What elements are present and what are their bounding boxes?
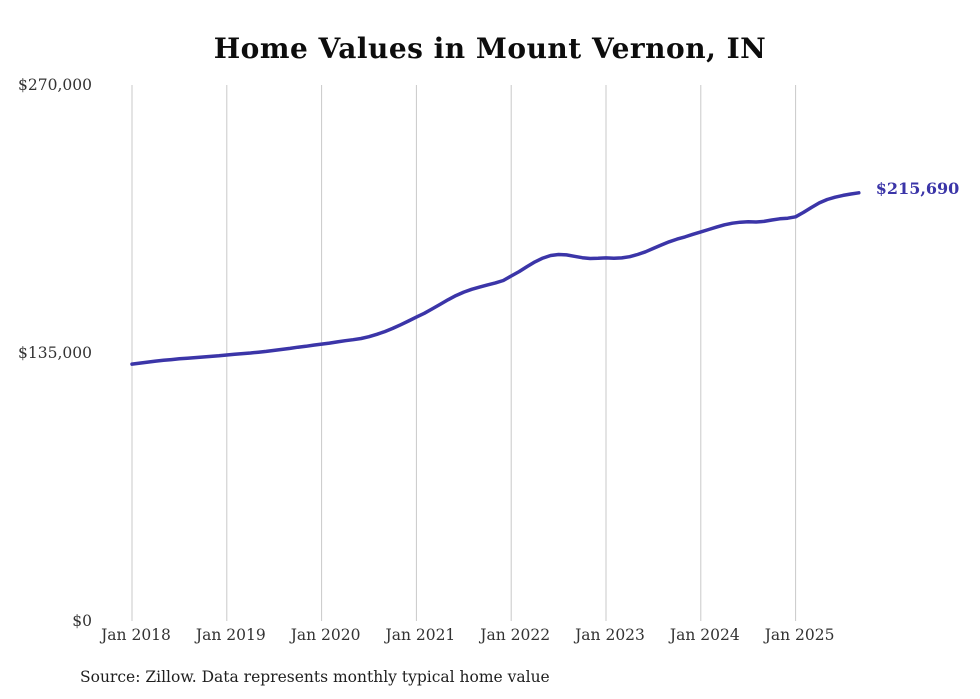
latest-value-label: $215,690 [875, 178, 960, 198]
x-axis-tick-label: Jan 2023 [573, 626, 645, 644]
source-note: Source: Zillow. Data represents monthly … [80, 668, 550, 686]
y-axis-tick-label: $270,000 [18, 76, 92, 94]
chart-title: Home Values in Mount Vernon, IN [213, 32, 767, 65]
x-axis-tick-label: Jan 2018 [99, 626, 171, 644]
x-axis-tick-label: Jan 2019 [194, 626, 266, 644]
price-line [130, 191, 861, 366]
y-axis-tick-label: $0 [72, 612, 92, 630]
y-axis-tick-label: $135,000 [18, 344, 92, 362]
x-axis-tick-label: Jan 2024 [668, 626, 740, 644]
x-axis-tick-label: Jan 2022 [478, 626, 550, 644]
x-axis-tick-label: Jan 2021 [383, 626, 455, 644]
x-axis-tick-label: Jan 2020 [289, 626, 361, 644]
x-axis-tick-label: Jan 2025 [763, 626, 835, 644]
